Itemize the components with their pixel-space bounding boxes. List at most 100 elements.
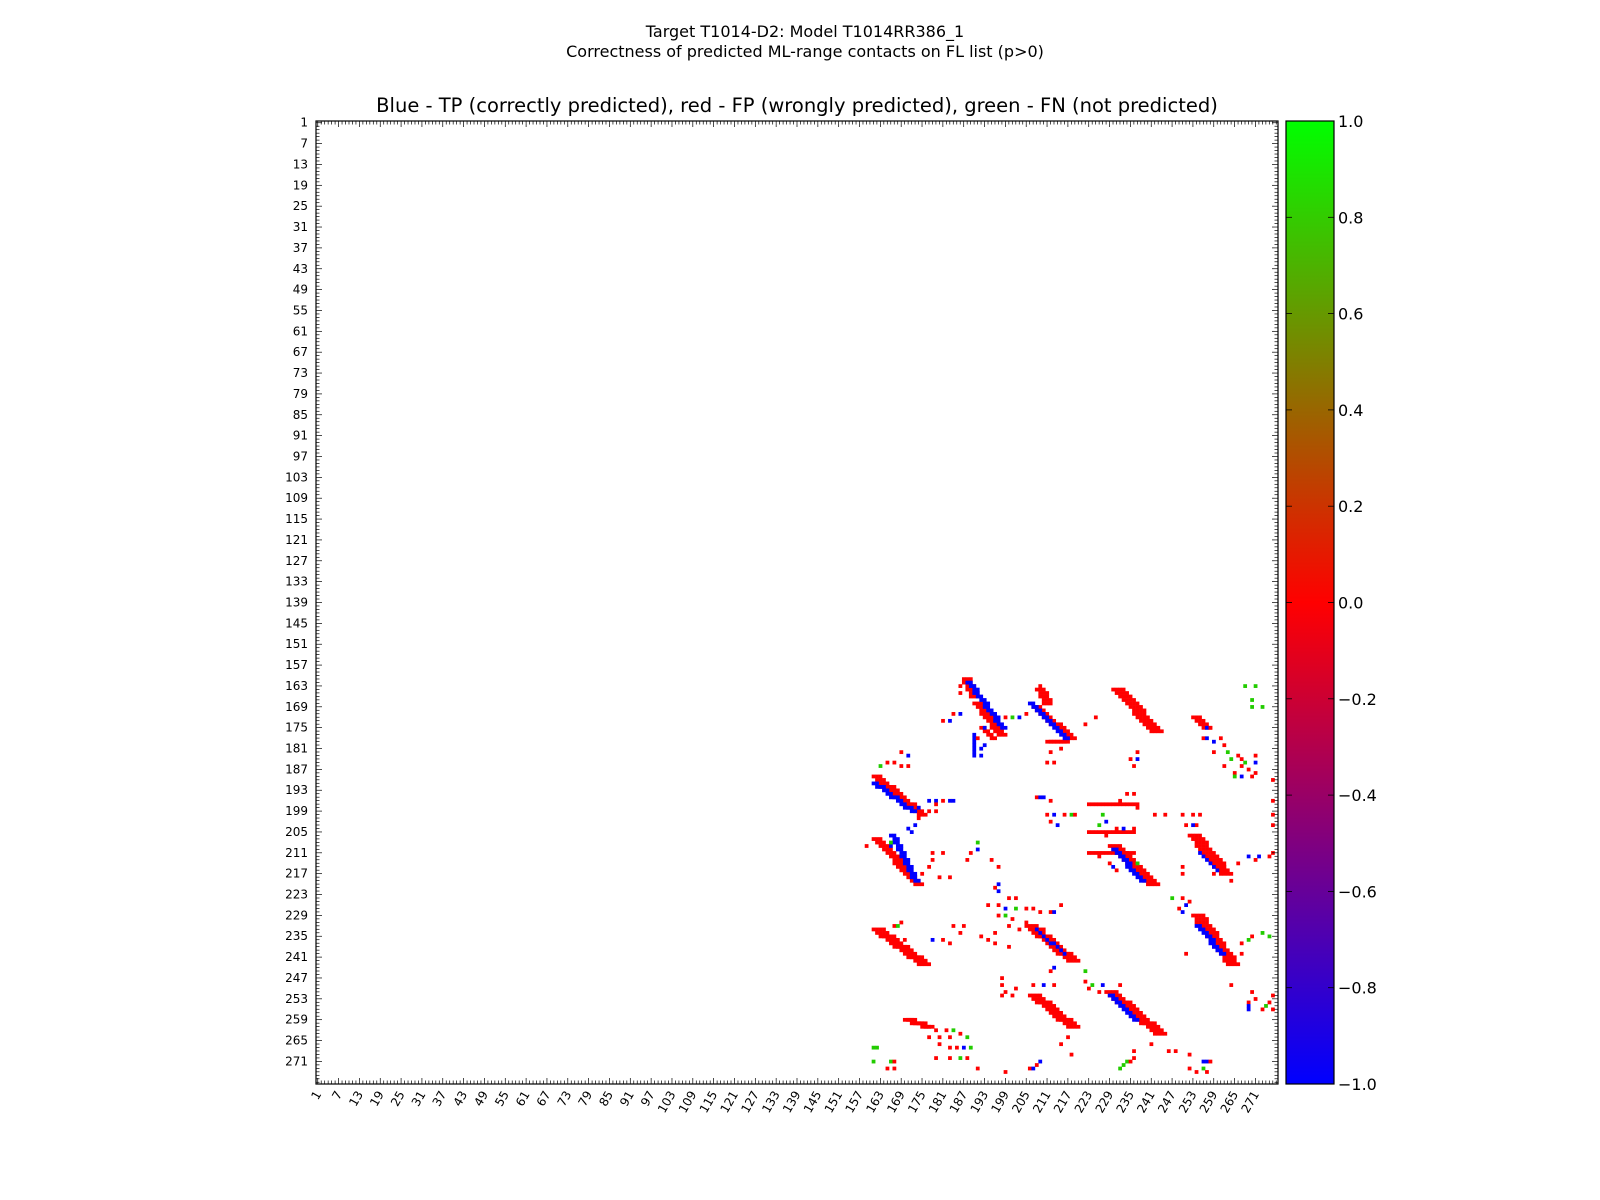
fp-contact-cell: [899, 791, 904, 796]
fp-contact-cell: [1253, 753, 1258, 758]
fp-contact-cell: [1191, 812, 1195, 817]
tp-contact-cell: [1059, 732, 1063, 737]
fp-contact-cell: [892, 785, 897, 789]
tp-contact-cell: [1114, 997, 1119, 1001]
fp-contact-cell: [1184, 951, 1189, 956]
fp-contact-cell: [1090, 851, 1095, 855]
fp-contact-cell: [1135, 805, 1140, 810]
fp-contact-cell: [1128, 705, 1133, 709]
fp-contact-cell: [899, 944, 904, 949]
fp-contact-cell: [1166, 1049, 1171, 1054]
fp-contact-cell: [1073, 1021, 1077, 1026]
fp-contact-cell: [975, 1066, 980, 1071]
tp-contact-cell: [948, 718, 952, 723]
fp-contact-cell: [1187, 899, 1192, 904]
tp-contact-cell: [1246, 1007, 1251, 1012]
fp-contact-cell: [1045, 941, 1050, 946]
fp-contact-cell: [1142, 715, 1147, 720]
fp-contact-cell: [1000, 993, 1004, 998]
fn-contact-cell: [968, 1045, 973, 1050]
fp-contact-cell: [1201, 920, 1206, 925]
x-tick-label: 187: [947, 1089, 971, 1116]
tp-contact-cell: [1139, 875, 1143, 880]
fp-contact-cell: [1146, 722, 1150, 727]
fp-contact-cell: [1069, 1024, 1074, 1029]
tp-contact-cell: [909, 830, 914, 834]
fp-contact-cell: [1198, 844, 1202, 848]
fp-contact-cell: [996, 725, 1001, 730]
fp-contact-cell: [889, 847, 893, 852]
fp-contact-cell: [1215, 864, 1220, 869]
tp-contact-cell: [989, 708, 994, 713]
fp-contact-cell: [1142, 871, 1147, 876]
fp-contact-cell: [1125, 701, 1129, 706]
fp-contact-cell: [1052, 739, 1057, 744]
fp-contact-cell: [1052, 1007, 1057, 1012]
fp-contact-cell: [902, 864, 907, 869]
fp-contact-cell: [895, 788, 900, 793]
fp-contact-cell: [1062, 1021, 1067, 1026]
fp-contact-cell: [1121, 691, 1126, 695]
fp-contact-cell: [1135, 868, 1140, 873]
fp-contact-cell: [1159, 1031, 1164, 1036]
fp-contact-cell: [1194, 718, 1199, 723]
fp-contact-cell: [1229, 962, 1234, 967]
fp-contact-cell: [1097, 851, 1102, 855]
tp-contact-cell: [1052, 941, 1057, 946]
x-tick-label: 73: [555, 1089, 575, 1109]
tp-contact-cell: [1111, 864, 1116, 869]
tp-contact-cell: [1048, 718, 1053, 723]
fp-contact-cell: [1135, 750, 1140, 755]
fp-contact-cell: [1097, 830, 1102, 834]
tp-contact-cell: [972, 691, 977, 695]
tp-contact-cell: [906, 861, 911, 866]
fp-contact-cell: [948, 941, 952, 946]
y-tick-label: 151: [285, 637, 308, 651]
fp-contact-cell: [1027, 927, 1032, 932]
fp-contact-cell: [961, 924, 966, 928]
tp-contact-cell: [1031, 705, 1036, 709]
fp-contact-cell: [996, 913, 1001, 918]
tp-contact-cell: [1062, 732, 1067, 737]
fp-contact-cell: [1159, 729, 1164, 734]
fp-contact-cell: [920, 809, 925, 814]
fp-contact-cell: [1132, 708, 1136, 713]
fp-contact-cell: [1003, 732, 1008, 737]
fp-contact-cell: [989, 736, 994, 741]
fp-contact-cell: [882, 781, 886, 786]
fp-contact-cell: [1041, 694, 1046, 699]
fn-contact-cell: [1246, 937, 1251, 942]
tp-contact-cell: [972, 687, 977, 692]
fp-contact-cell: [882, 778, 886, 782]
tp-contact-cell: [1212, 937, 1216, 942]
fp-contact-cell: [1045, 812, 1050, 817]
fp-contact-cell: [1149, 725, 1154, 730]
fp-contact-cell: [1055, 1010, 1060, 1015]
fp-contact-cell: [1149, 729, 1154, 734]
fp-contact-cell: [1142, 712, 1147, 716]
fp-contact-cell: [902, 948, 907, 953]
fp-contact-cell: [1069, 736, 1074, 741]
tp-contact-cell: [989, 712, 994, 716]
fp-contact-cell: [1146, 878, 1150, 883]
tp-contact-cell: [1208, 941, 1213, 946]
tp-contact-cell: [1125, 861, 1129, 866]
fp-contact-cell: [1180, 896, 1185, 901]
fn-contact-cell: [1267, 934, 1272, 939]
tp-contact-cell: [1128, 1014, 1133, 1019]
fp-contact-cell: [1114, 830, 1119, 834]
fp-contact-cell: [1017, 927, 1022, 932]
fp-contact-cell: [1205, 854, 1209, 859]
fp-contact-cell: [878, 778, 883, 782]
fp-contact-cell: [1132, 791, 1136, 796]
fp-contact-cell: [1125, 691, 1129, 695]
fp-contact-cell: [864, 844, 869, 848]
fp-contact-cell: [1118, 798, 1123, 803]
fp-contact-cell: [1271, 778, 1275, 782]
x-tick-label: 271: [1238, 1089, 1262, 1116]
fp-contact-cell: [1066, 1035, 1070, 1040]
tp-contact-cell: [1121, 854, 1126, 859]
fp-contact-cell: [1139, 1010, 1143, 1015]
fp-contact-cell: [1121, 997, 1126, 1001]
x-tick-label: 211: [1030, 1089, 1054, 1116]
